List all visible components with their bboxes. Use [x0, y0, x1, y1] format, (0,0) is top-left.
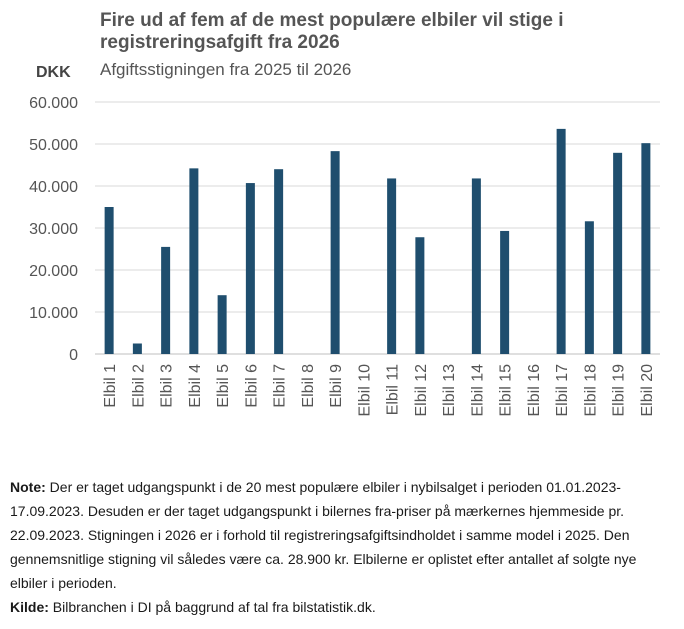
x-tick-label: Elbil 20 — [639, 364, 656, 417]
x-tick-label: Elbil 7 — [272, 364, 289, 408]
footnotes: Note: Der er taget udgangspunkt i de 20 … — [10, 475, 675, 619]
source-text: Bilbranchen i DI på baggrund af tal fra … — [48, 599, 376, 615]
bar — [161, 246, 171, 354]
chart-title: Fire ud af fem af de mest populære elbil… — [100, 10, 564, 53]
x-tick-label: Elbil 6 — [243, 364, 260, 408]
x-tick-label: Elbil 2 — [130, 364, 147, 408]
x-tick-label: Elbil 19 — [611, 364, 628, 417]
bar — [556, 128, 566, 354]
x-tick-label: Elbil 4 — [187, 364, 204, 408]
y-tick-label: 20.000 — [29, 263, 78, 280]
bar — [584, 221, 594, 354]
bar — [274, 169, 284, 354]
x-tick-label: Elbil 3 — [159, 364, 176, 408]
source-label: Kilde: — [10, 599, 49, 615]
bar — [500, 230, 510, 354]
y-tick-label: 0 — [69, 347, 78, 364]
note-label: Note: — [10, 479, 46, 495]
gridlines — [95, 101, 660, 355]
x-tick-label: Elbil 12 — [413, 364, 430, 417]
bar — [415, 237, 425, 354]
bar — [132, 343, 142, 354]
x-tick-label: Elbil 10 — [356, 364, 373, 417]
x-tick-label: Elbil 13 — [441, 364, 458, 417]
y-tick-label: 40.000 — [29, 179, 78, 196]
bar — [245, 183, 255, 354]
bar-chart: 0 10.000 20.000 30.000 40.000 50.000 60.000 El… — [29, 95, 660, 417]
bar — [387, 178, 397, 354]
bar — [613, 152, 623, 354]
y-axis-unit-label: DKK — [36, 64, 71, 81]
bar — [330, 151, 340, 354]
x-tick-label: Elbil 17 — [554, 364, 571, 417]
bar — [217, 295, 227, 354]
bar — [189, 168, 199, 354]
source-paragraph: Kilde: Bilbranchen i DI på baggrund af t… — [10, 595, 675, 619]
x-tick-label: Elbil 8 — [300, 364, 317, 408]
y-tick-label: 50.000 — [29, 137, 78, 154]
x-tick-label: Elbil 18 — [582, 364, 599, 417]
chart-subtitle: Afgiftsstigningen fra 2025 til 2026 — [100, 60, 352, 79]
bar — [641, 143, 651, 354]
y-tick-label: 30.000 — [29, 221, 78, 238]
x-tick-label: Elbil 5 — [215, 364, 232, 408]
x-tick-label: Elbil 1 — [102, 364, 119, 408]
x-tick-label: Elbil 14 — [469, 364, 486, 417]
y-axis-ticks: 0 10.000 20.000 30.000 40.000 50.000 60.000 — [29, 95, 78, 364]
note-text: Der er taget udgangspunkt i de 20 mest p… — [10, 479, 637, 591]
x-axis-ticks: Elbil 1 Elbil 2 Elbil 3 Elbil 4 Elbil 5 Elbil… — [102, 364, 656, 417]
x-tick-label: Elbil 9 — [328, 364, 345, 408]
bar — [471, 178, 481, 354]
x-tick-label: Elbil 16 — [526, 364, 543, 417]
bar — [104, 207, 114, 354]
x-tick-label: Elbil 11 — [385, 364, 402, 415]
note-paragraph: Note: Der er taget udgangspunkt i de 20 … — [10, 475, 675, 595]
y-tick-label: 10.000 — [29, 305, 78, 322]
bars — [104, 128, 651, 354]
y-tick-label: 60.000 — [29, 95, 78, 112]
x-tick-label: Elbil 15 — [498, 364, 515, 417]
